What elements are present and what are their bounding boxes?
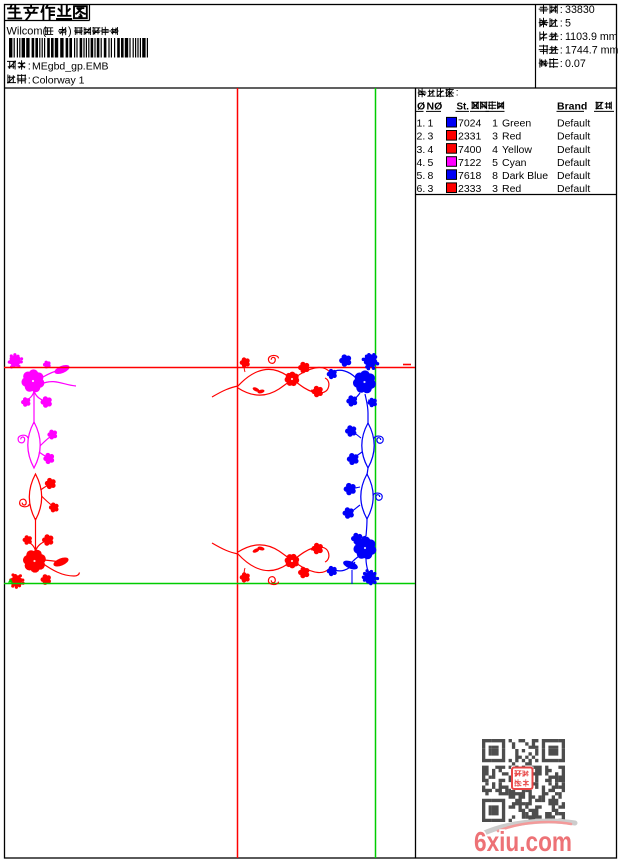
svg-text:1: 1 <box>428 118 434 130</box>
svg-text:Green: Green <box>502 118 531 130</box>
svg-text:3: 3 <box>492 183 498 195</box>
svg-text:Brand: Brand <box>557 101 587 113</box>
svg-text:8: 8 <box>428 170 434 182</box>
svg-text::: : <box>560 4 563 16</box>
svg-text::: : <box>456 88 459 99</box>
svg-text:1.: 1. <box>417 118 426 130</box>
svg-text:Red: Red <box>502 183 521 195</box>
svg-text:St.: St. <box>457 102 470 113</box>
svg-text::: : <box>560 45 563 57</box>
svg-text:Default: Default <box>557 170 590 182</box>
svg-text:7122: 7122 <box>458 157 482 169</box>
svg-text:Red: Red <box>502 131 521 143</box>
svg-text:7618: 7618 <box>458 170 482 182</box>
svg-text::: : <box>28 61 31 73</box>
svg-text:4: 4 <box>492 144 498 156</box>
svg-text:Yellow: Yellow <box>502 144 532 156</box>
svg-text:Colorway 1: Colorway 1 <box>32 75 85 87</box>
svg-text:Wilcom(: Wilcom( <box>7 26 47 38</box>
svg-text:1: 1 <box>492 118 498 130</box>
svg-text:Default: Default <box>557 131 590 143</box>
svg-text:8: 8 <box>492 170 498 182</box>
svg-text:5.: 5. <box>417 170 426 182</box>
svg-text::: : <box>28 75 31 87</box>
svg-text:3: 3 <box>492 131 498 143</box>
svg-text:Default: Default <box>557 118 590 130</box>
svg-text::: : <box>560 58 563 70</box>
svg-text:6xiu.com: 6xiu.com <box>474 826 572 857</box>
svg-text:): ) <box>68 26 72 38</box>
svg-text:5: 5 <box>492 157 498 169</box>
svg-text:5: 5 <box>565 18 571 30</box>
svg-text::: : <box>560 31 563 43</box>
svg-text:4: 4 <box>428 144 434 156</box>
svg-text:1103.9 mm: 1103.9 mm <box>565 31 618 43</box>
svg-text:Dark Blue: Dark Blue <box>502 170 548 182</box>
svg-text:2333: 2333 <box>458 183 482 195</box>
svg-text:Ø: Ø <box>417 101 425 113</box>
svg-text:7024: 7024 <box>458 118 482 130</box>
svg-text:Default: Default <box>557 144 590 156</box>
svg-text:5: 5 <box>428 157 434 169</box>
svg-text:6.: 6. <box>417 183 426 195</box>
svg-text:3: 3 <box>428 131 434 143</box>
svg-text:3: 3 <box>428 183 434 195</box>
svg-text:2331: 2331 <box>458 131 482 143</box>
svg-text:Default: Default <box>557 183 590 195</box>
svg-text:0.07: 0.07 <box>565 58 586 70</box>
svg-text:33830: 33830 <box>565 4 595 16</box>
svg-text:3.: 3. <box>417 144 426 156</box>
svg-text:Cyan: Cyan <box>502 157 527 169</box>
svg-text:2.: 2. <box>417 131 426 143</box>
svg-text:4.: 4. <box>417 157 426 169</box>
svg-text:MEgbd_gp.EMB: MEgbd_gp.EMB <box>32 61 108 73</box>
svg-text:NØ: NØ <box>427 101 443 113</box>
svg-text::: : <box>560 18 563 30</box>
svg-text:Default: Default <box>557 157 590 169</box>
svg-text:7400: 7400 <box>458 144 482 156</box>
svg-text:1744.7 mm: 1744.7 mm <box>565 45 619 57</box>
